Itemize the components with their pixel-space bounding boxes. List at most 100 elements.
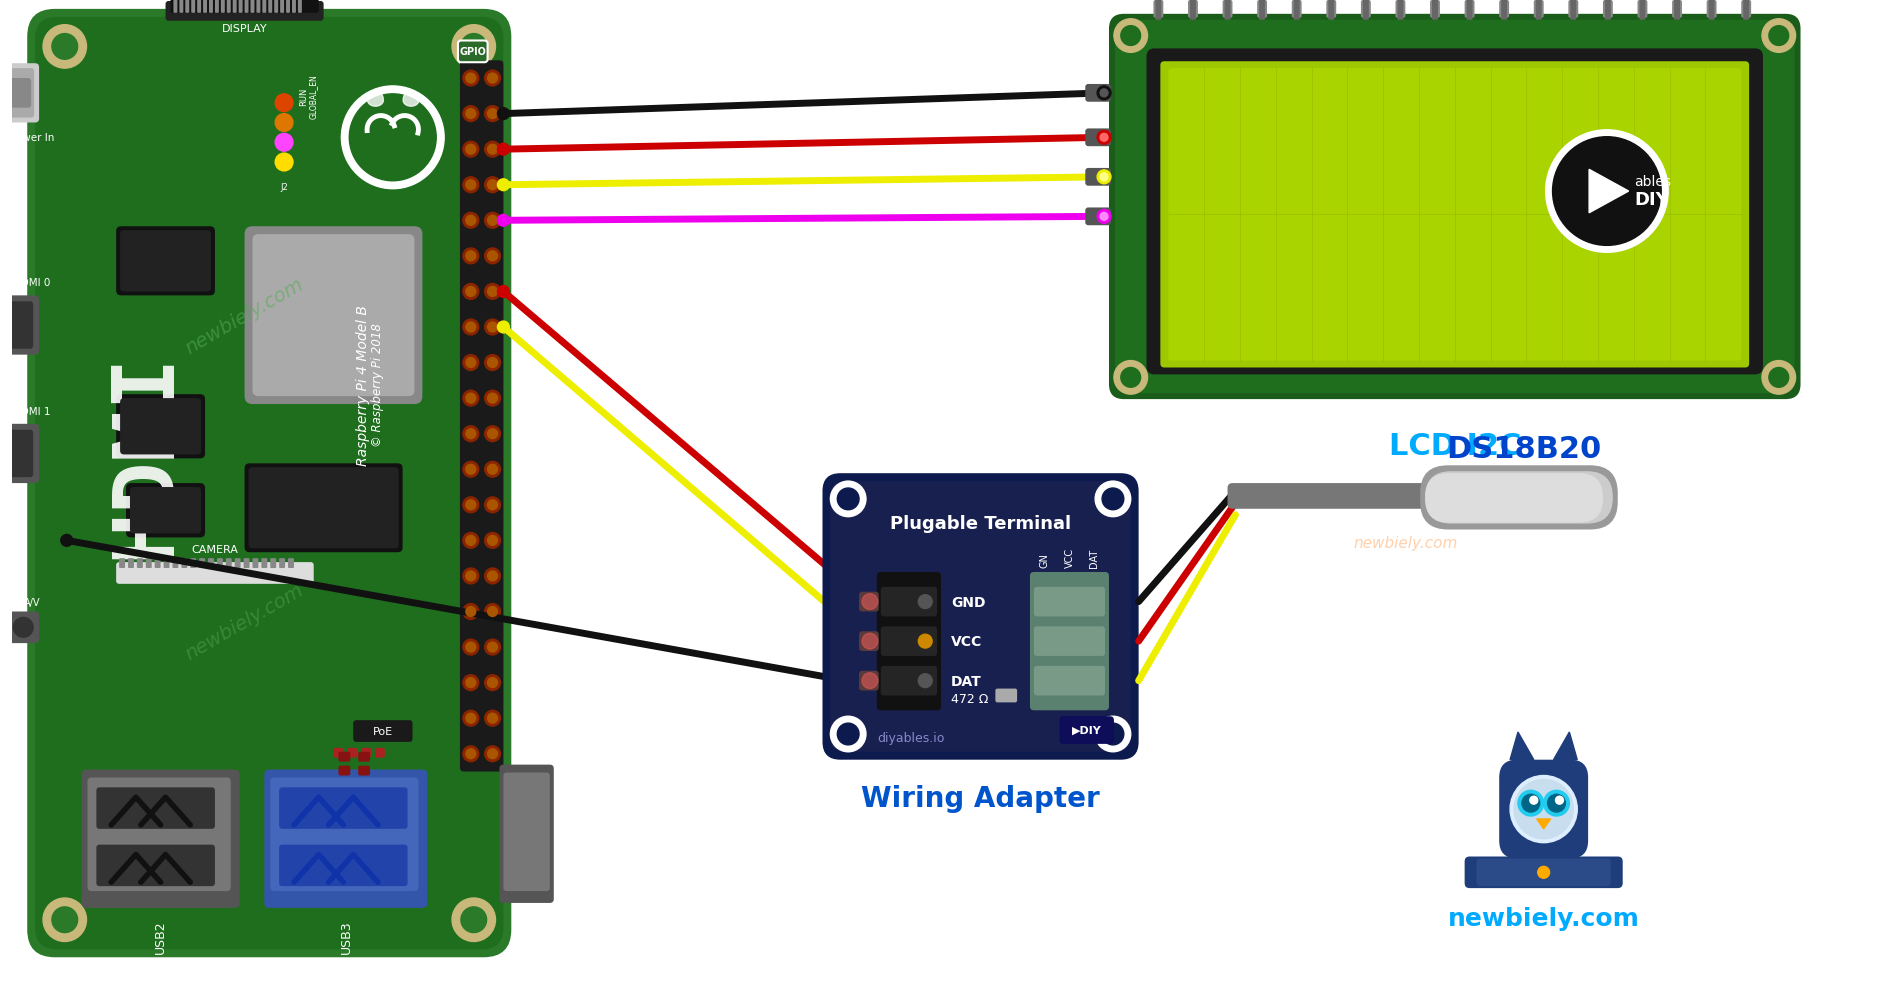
Circle shape	[485, 355, 500, 371]
Circle shape	[837, 488, 859, 510]
FancyBboxPatch shape	[263, 0, 267, 14]
Circle shape	[485, 711, 500, 727]
Circle shape	[1100, 90, 1107, 98]
Circle shape	[466, 180, 476, 190]
FancyBboxPatch shape	[137, 559, 143, 569]
Circle shape	[485, 106, 500, 122]
FancyBboxPatch shape	[96, 845, 214, 886]
Text: PoE: PoE	[372, 727, 393, 737]
Circle shape	[466, 607, 476, 617]
Circle shape	[466, 358, 476, 368]
Circle shape	[498, 179, 509, 191]
FancyBboxPatch shape	[252, 559, 258, 569]
FancyBboxPatch shape	[147, 559, 152, 569]
FancyBboxPatch shape	[822, 473, 1139, 760]
FancyBboxPatch shape	[1260, 0, 1265, 21]
FancyBboxPatch shape	[461, 61, 504, 772]
Circle shape	[278, 158, 290, 168]
Circle shape	[917, 674, 932, 688]
Circle shape	[1523, 795, 1540, 812]
FancyBboxPatch shape	[1476, 859, 1611, 886]
Circle shape	[498, 215, 509, 227]
Text: LCD I2C: LCD I2C	[1389, 431, 1521, 460]
FancyBboxPatch shape	[859, 632, 878, 652]
FancyBboxPatch shape	[1034, 667, 1105, 696]
FancyBboxPatch shape	[244, 559, 250, 569]
Circle shape	[487, 464, 498, 474]
Circle shape	[485, 497, 500, 513]
FancyBboxPatch shape	[164, 559, 169, 569]
FancyBboxPatch shape	[348, 748, 357, 758]
Circle shape	[462, 390, 479, 406]
Circle shape	[461, 35, 487, 60]
Circle shape	[1513, 780, 1574, 839]
FancyBboxPatch shape	[286, 0, 290, 14]
Circle shape	[462, 640, 479, 656]
FancyBboxPatch shape	[235, 559, 241, 569]
Circle shape	[451, 898, 496, 942]
Text: HDMI 0: HDMI 0	[13, 278, 51, 288]
Circle shape	[43, 26, 86, 69]
Circle shape	[462, 106, 479, 122]
Circle shape	[487, 287, 498, 297]
FancyBboxPatch shape	[209, 559, 214, 569]
Circle shape	[1769, 368, 1788, 387]
Circle shape	[1517, 791, 1543, 816]
Circle shape	[485, 248, 500, 264]
Circle shape	[350, 95, 436, 181]
FancyBboxPatch shape	[1671, 1, 1683, 19]
Circle shape	[461, 907, 487, 933]
FancyBboxPatch shape	[1115, 21, 1795, 393]
FancyBboxPatch shape	[1425, 473, 1604, 523]
FancyBboxPatch shape	[214, 0, 218, 14]
FancyBboxPatch shape	[261, 559, 267, 569]
Circle shape	[1100, 174, 1107, 181]
Circle shape	[466, 109, 476, 119]
FancyBboxPatch shape	[1709, 0, 1715, 21]
FancyBboxPatch shape	[173, 0, 177, 14]
FancyBboxPatch shape	[179, 0, 184, 14]
Text: GLOBAL_EN: GLOBAL_EN	[308, 74, 318, 119]
Circle shape	[1115, 20, 1147, 53]
FancyBboxPatch shape	[180, 559, 188, 569]
FancyBboxPatch shape	[203, 0, 207, 14]
Circle shape	[487, 500, 498, 510]
FancyBboxPatch shape	[353, 721, 412, 742]
FancyBboxPatch shape	[876, 573, 942, 711]
Circle shape	[485, 319, 500, 335]
FancyBboxPatch shape	[333, 748, 344, 758]
Text: DAT: DAT	[1089, 548, 1100, 568]
Text: HDMI 1: HDMI 1	[13, 406, 51, 416]
FancyBboxPatch shape	[1395, 1, 1406, 19]
Text: DIY: DIY	[1634, 190, 1669, 209]
FancyBboxPatch shape	[1465, 857, 1622, 888]
Circle shape	[485, 461, 500, 477]
Circle shape	[462, 711, 479, 727]
Circle shape	[462, 497, 479, 513]
Circle shape	[1120, 368, 1141, 387]
FancyBboxPatch shape	[1741, 1, 1750, 19]
FancyBboxPatch shape	[0, 64, 39, 123]
Circle shape	[466, 678, 476, 688]
FancyBboxPatch shape	[1109, 15, 1801, 399]
FancyBboxPatch shape	[1228, 483, 1446, 509]
Circle shape	[487, 749, 498, 759]
Circle shape	[487, 572, 498, 582]
Circle shape	[462, 177, 479, 193]
FancyBboxPatch shape	[120, 398, 201, 455]
FancyBboxPatch shape	[120, 231, 211, 292]
Circle shape	[485, 390, 500, 406]
FancyBboxPatch shape	[209, 0, 212, 14]
Text: ables: ables	[1634, 175, 1671, 189]
Circle shape	[466, 572, 476, 582]
FancyBboxPatch shape	[128, 559, 133, 569]
FancyBboxPatch shape	[2, 69, 34, 118]
Text: GND: GND	[951, 595, 985, 609]
Circle shape	[466, 145, 476, 155]
Circle shape	[485, 532, 500, 549]
FancyBboxPatch shape	[199, 559, 205, 569]
FancyBboxPatch shape	[269, 0, 273, 14]
Circle shape	[498, 144, 509, 156]
Circle shape	[274, 114, 293, 132]
Circle shape	[485, 284, 500, 300]
